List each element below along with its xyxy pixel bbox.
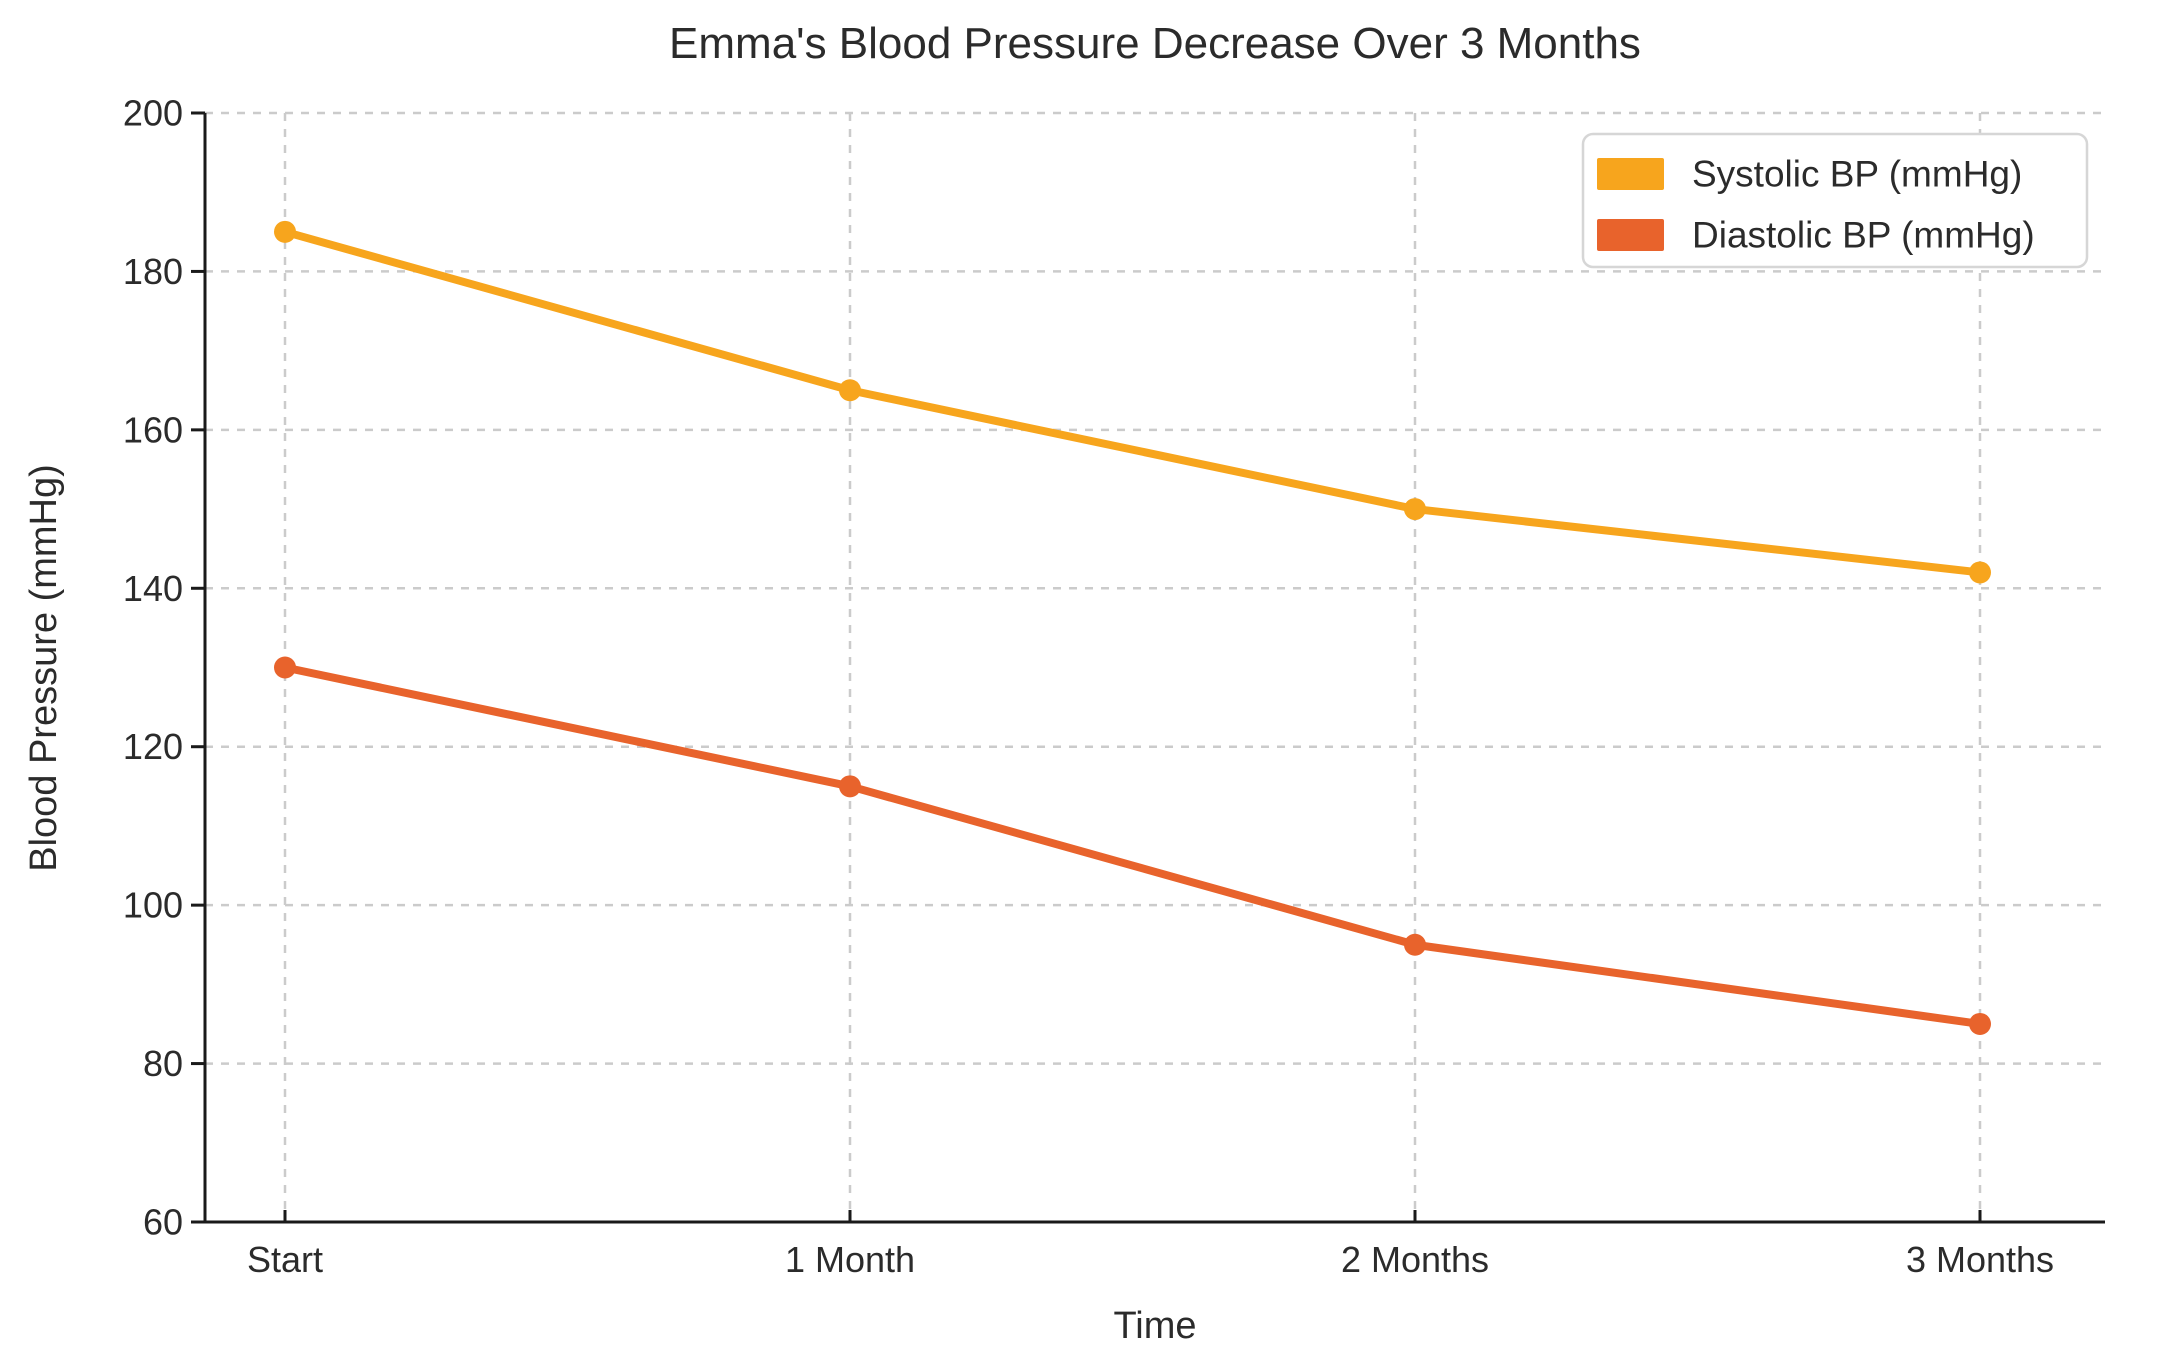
series-line: [281, 227, 1984, 577]
chart-title: Emma's Blood Pressure Decrease Over 3 Mo…: [669, 19, 1641, 68]
gridlines: [205, 111, 2105, 1224]
legend-label-systolic: Systolic BP (mmHg): [1692, 154, 2022, 195]
data-point: [1404, 933, 1426, 956]
legend-item-systolic: Systolic BP (mmHg): [1597, 154, 2022, 195]
y-tick-label: 120: [123, 726, 183, 767]
data-point: [1969, 561, 1991, 584]
y-tick-label: 140: [123, 568, 183, 609]
y-tick-label: 100: [123, 885, 183, 926]
data-point: [1404, 498, 1426, 521]
data-point: [839, 379, 861, 402]
legend-box: [1581, 132, 2089, 269]
legend-label-diastolic: Diastolic BP (mmHg): [1692, 215, 2035, 256]
y-tick-label: 80: [143, 1043, 183, 1084]
y-tick-label: 200: [123, 93, 183, 134]
data-point: [1969, 1012, 1991, 1035]
y-tick-label: 180: [123, 251, 183, 292]
x-tick-label: 2 Months: [1341, 1239, 1489, 1280]
x-tick-label: 3 Months: [1906, 1239, 2054, 1280]
legend-swatch-diastolic: [1597, 219, 1664, 251]
axes: [191, 111, 2105, 1224]
legend: Systolic BP (mmHg) Diastolic BP (mmHg): [1581, 132, 2089, 269]
y-axis-label: Blood Pressure (mmHg): [23, 464, 65, 872]
x-tick-label: Start: [247, 1239, 323, 1280]
series: [274, 220, 1991, 1035]
data-point: [839, 775, 861, 798]
tick-labels: 60 80 100 120 140 160 180 200 Start 1 Month 2 Mont…: [123, 93, 2054, 1281]
x-tick-label: 1 Month: [785, 1239, 915, 1280]
legend-item-diastolic: Diastolic BP (mmHg): [1597, 215, 2035, 256]
data-point: [274, 220, 296, 243]
data-point: [274, 656, 296, 679]
x-axis-label: Time: [1113, 1305, 1196, 1347]
series-line: [281, 663, 1984, 1028]
y-tick-label: 160: [123, 409, 183, 450]
y-tick-label: 60: [143, 1202, 183, 1243]
legend-swatch-systolic: [1597, 158, 1664, 190]
